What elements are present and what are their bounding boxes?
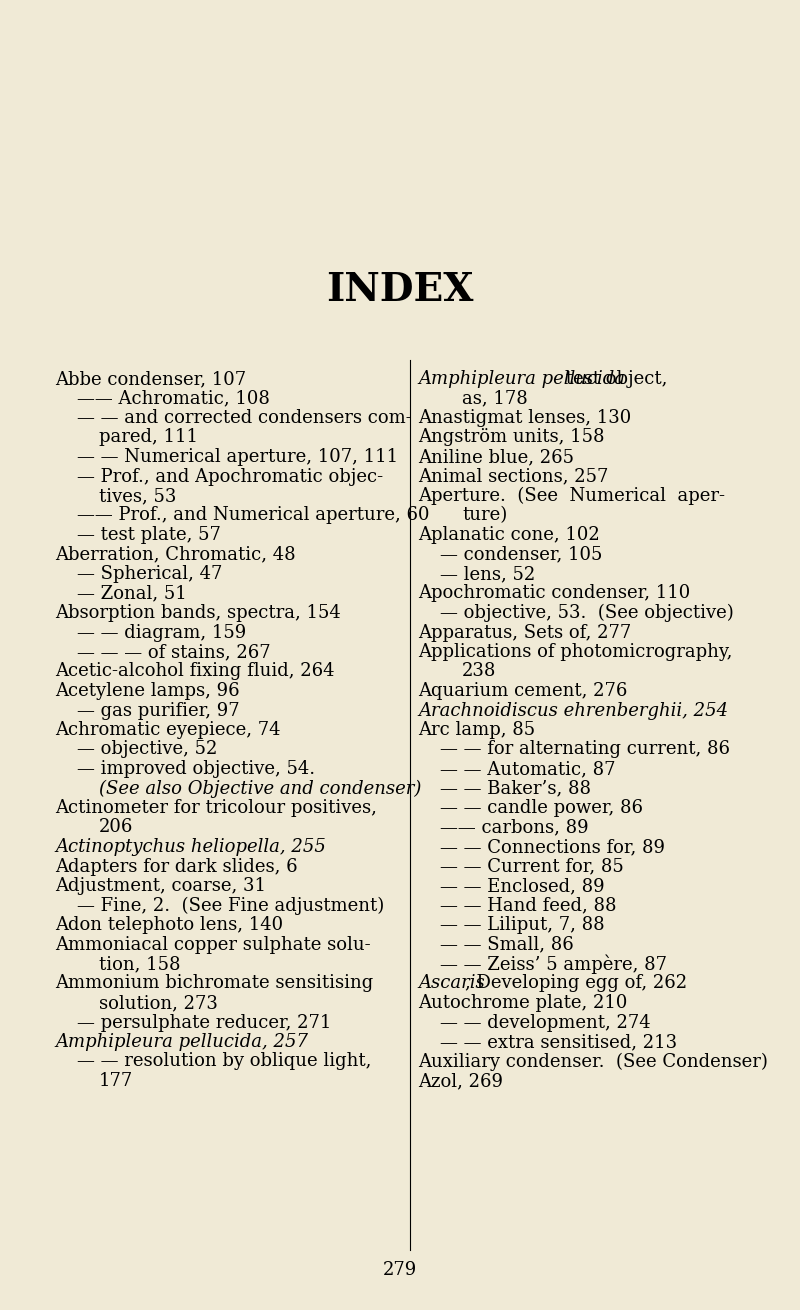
Text: Aperture.  (See  Numerical  aper-: Aperture. (See Numerical aper- [418,487,725,506]
Text: ture): ture) [462,507,507,524]
Text: — — development, 274: — — development, 274 [440,1014,650,1031]
Text: Apparatus, Sets of, 277: Apparatus, Sets of, 277 [418,624,631,642]
Text: Aberration, Chromatic, 48: Aberration, Chromatic, 48 [55,545,296,563]
Text: Ammoniacal copper sulphate solu-: Ammoniacal copper sulphate solu- [55,935,370,954]
Text: — — Numerical aperture, 107, 111: — — Numerical aperture, 107, 111 [77,448,398,466]
Text: Angström units, 158: Angström units, 158 [418,428,605,447]
Text: 279: 279 [383,1262,417,1279]
Text: — — Enclosed, 89: — — Enclosed, 89 [440,876,605,895]
Text: — improved objective, 54.: — improved objective, 54. [77,760,315,778]
Text: solution, 273: solution, 273 [99,994,218,1013]
Text: 177: 177 [99,1072,134,1090]
Text: Achromatic eyepiece, 74: Achromatic eyepiece, 74 [55,721,281,739]
Text: —— Prof., and Numerical aperture, 60: —— Prof., and Numerical aperture, 60 [77,507,430,524]
Text: Aquarium cement, 276: Aquarium cement, 276 [418,683,627,700]
Text: — objective, 53.  (See objective): — objective, 53. (See objective) [440,604,734,622]
Text: — — candle power, 86: — — candle power, 86 [440,799,643,817]
Text: — — and corrected condensers com-: — — and corrected condensers com- [77,409,412,427]
Text: pared, 111: pared, 111 [99,428,198,447]
Text: — test plate, 57: — test plate, 57 [77,527,221,544]
Text: — gas purifier, 97: — gas purifier, 97 [77,701,240,719]
Text: Amphipleura pellucida, 257: Amphipleura pellucida, 257 [55,1034,308,1051]
Text: — — Connections for, 89: — — Connections for, 89 [440,838,665,855]
Text: —— Achromatic, 108: —— Achromatic, 108 [77,389,270,407]
Text: Azol, 269: Azol, 269 [418,1072,503,1090]
Text: Anastigmat lenses, 130: Anastigmat lenses, 130 [418,409,631,427]
Text: Animal sections, 257: Animal sections, 257 [418,468,608,486]
Text: — lens, 52: — lens, 52 [440,565,535,583]
Text: — — Current for, 85: — — Current for, 85 [440,858,624,875]
Text: — — for alternating current, 86: — — for alternating current, 86 [440,740,730,758]
Text: — Prof., and Apochromatic objec-: — Prof., and Apochromatic objec- [77,468,383,486]
Text: 206: 206 [99,819,134,837]
Text: — Zonal, 51: — Zonal, 51 [77,584,186,603]
Text: — persulphate reducer, 271: — persulphate reducer, 271 [77,1014,331,1031]
Text: tives, 53: tives, 53 [99,487,176,504]
Text: Ascaris: Ascaris [418,975,485,993]
Text: Autochrome plate, 210: Autochrome plate, 210 [418,994,627,1013]
Text: Adon telephoto lens, 140: Adon telephoto lens, 140 [55,916,283,934]
Text: Aniline blue, 265: Aniline blue, 265 [418,448,574,466]
Text: Absorption bands, spectra, 154: Absorption bands, spectra, 154 [55,604,341,622]
Text: Aplanatic cone, 102: Aplanatic cone, 102 [418,527,600,544]
Text: (See also Objective and condenser): (See also Objective and condenser) [99,779,422,798]
Text: Ammonium bichromate sensitising: Ammonium bichromate sensitising [55,975,374,993]
Text: tion, 158: tion, 158 [99,955,181,973]
Text: INDEX: INDEX [326,271,474,309]
Text: — objective, 52: — objective, 52 [77,740,218,758]
Text: — — diagram, 159: — — diagram, 159 [77,624,246,642]
Text: as, 178: as, 178 [462,389,528,407]
Text: — — Zeiss’ 5 ampère, 87: — — Zeiss’ 5 ampère, 87 [440,955,667,975]
Text: Arachnoidiscus ehrenberghii, 254: Arachnoidiscus ehrenberghii, 254 [418,701,728,719]
Text: — — Baker’s, 88: — — Baker’s, 88 [440,779,591,798]
Text: —— carbons, 89: —— carbons, 89 [440,819,589,837]
Text: — Spherical, 47: — Spherical, 47 [77,565,222,583]
Text: Applications of photomicrography,: Applications of photomicrography, [418,643,732,662]
Text: — condenser, 105: — condenser, 105 [440,545,602,563]
Text: test object,: test object, [560,369,667,388]
Text: Amphipleura pellucida: Amphipleura pellucida [418,369,625,388]
Text: — — Automatic, 87: — — Automatic, 87 [440,760,615,778]
Text: — — — of stains, 267: — — — of stains, 267 [77,643,270,662]
Text: — — Small, 86: — — Small, 86 [440,935,574,954]
Text: Actinometer for tricolour positives,: Actinometer for tricolour positives, [55,799,377,817]
Text: Arc lamp, 85: Arc lamp, 85 [418,721,535,739]
Text: Auxiliary condenser.  (See Condenser): Auxiliary condenser. (See Condenser) [418,1052,768,1070]
Text: Acetylene lamps, 96: Acetylene lamps, 96 [55,683,240,700]
Text: Adjustment, coarse, 31: Adjustment, coarse, 31 [55,876,266,895]
Text: — — resolution by oblique light,: — — resolution by oblique light, [77,1052,371,1070]
Text: — — Liliput, 7, 88: — — Liliput, 7, 88 [440,916,605,934]
Text: Acetic-alcohol fixing fluid, 264: Acetic-alcohol fixing fluid, 264 [55,663,334,680]
Text: Abbe condenser, 107: Abbe condenser, 107 [55,369,246,388]
Text: — — extra sensitised, 213: — — extra sensitised, 213 [440,1034,677,1051]
Text: , Developing egg of, 262: , Developing egg of, 262 [466,975,687,993]
Text: Adapters for dark slides, 6: Adapters for dark slides, 6 [55,858,298,875]
Text: — — Hand feed, 88: — — Hand feed, 88 [440,896,617,914]
Text: Actinoptychus heliopella, 255: Actinoptychus heliopella, 255 [55,838,326,855]
Text: — Fine, 2.  (See Fine adjustment): — Fine, 2. (See Fine adjustment) [77,896,384,914]
Text: Apochromatic condenser, 110: Apochromatic condenser, 110 [418,584,690,603]
Text: 238: 238 [462,663,496,680]
